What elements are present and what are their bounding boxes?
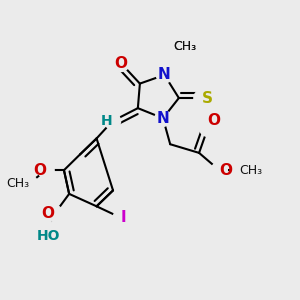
- Text: S: S: [202, 91, 213, 106]
- Text: CH₃: CH₃: [6, 177, 29, 190]
- Circle shape: [40, 221, 56, 238]
- Circle shape: [104, 113, 121, 129]
- Circle shape: [194, 90, 210, 106]
- Text: N: N: [157, 111, 169, 126]
- Text: CH₃: CH₃: [173, 40, 196, 52]
- Circle shape: [231, 162, 248, 178]
- Text: O: O: [33, 163, 46, 178]
- Circle shape: [211, 162, 227, 178]
- Circle shape: [21, 175, 38, 191]
- Text: N: N: [158, 68, 171, 82]
- Text: CH₃: CH₃: [239, 164, 262, 177]
- Text: O: O: [42, 206, 55, 221]
- Circle shape: [113, 55, 129, 71]
- Text: HO: HO: [37, 230, 60, 243]
- Text: H: H: [101, 114, 112, 128]
- Text: CH₃: CH₃: [173, 40, 196, 52]
- Circle shape: [38, 162, 54, 178]
- Text: O: O: [208, 113, 221, 128]
- Text: O: O: [115, 56, 128, 71]
- Circle shape: [113, 210, 129, 226]
- Circle shape: [165, 38, 181, 54]
- Circle shape: [46, 206, 63, 222]
- Circle shape: [156, 67, 172, 83]
- Text: O: O: [219, 163, 232, 178]
- Circle shape: [200, 120, 216, 136]
- Text: I: I: [121, 210, 127, 225]
- Circle shape: [155, 110, 171, 126]
